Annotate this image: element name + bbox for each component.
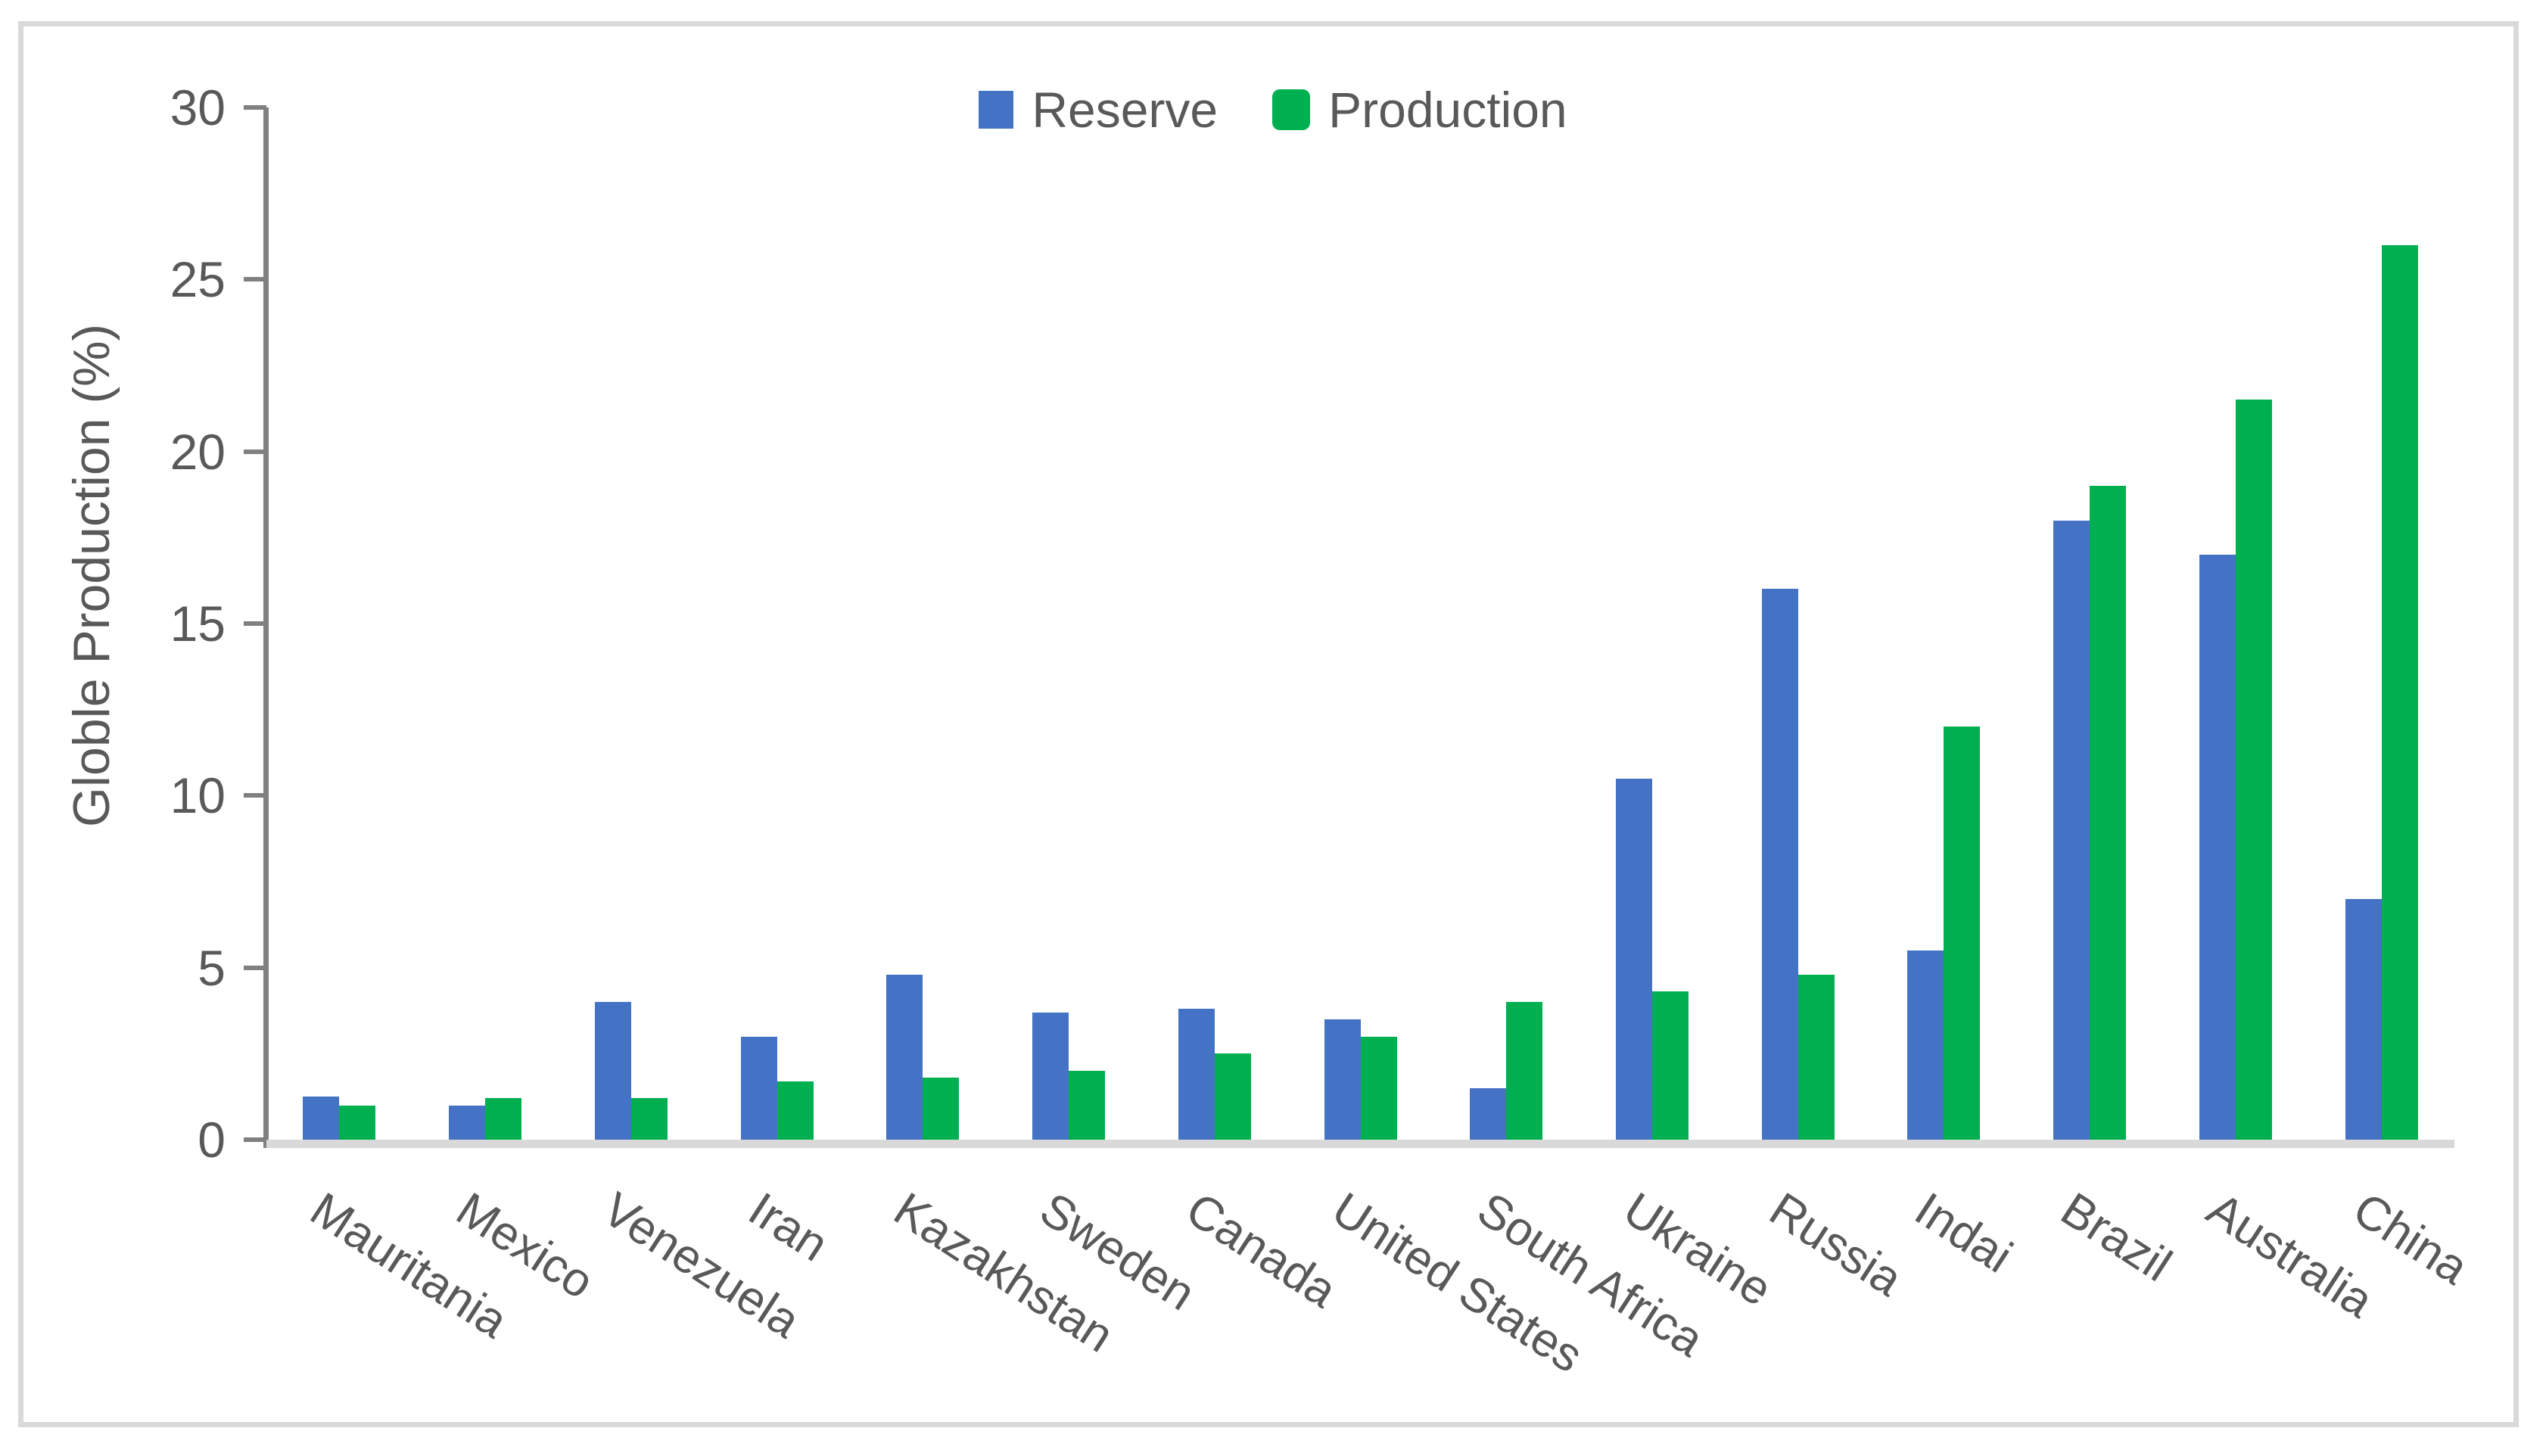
bar-production-south-africa (1506, 1002, 1543, 1140)
y-tick-label: 20 (170, 423, 226, 480)
bar-reserve-iran (740, 1036, 777, 1140)
legend-item-production: Production (1272, 85, 1567, 135)
y-tick-label: 30 (170, 79, 226, 135)
y-tick-label: 15 (170, 595, 226, 652)
chart-frame (18, 21, 2519, 1427)
y-tick-label: 0 (198, 1112, 226, 1168)
bar-production-venezuela (630, 1098, 668, 1140)
bar-production-united-states (1360, 1036, 1397, 1140)
bar-reserve-south-africa (1470, 1087, 1507, 1140)
y-tick-mark (244, 277, 266, 282)
bar-production-mexico (485, 1098, 522, 1140)
production-swatch-icon (1272, 89, 1311, 130)
bar-reserve-mauritania (303, 1097, 340, 1140)
bar-production-indai (1944, 726, 1981, 1140)
bar-reserve-venezuela (594, 1002, 631, 1140)
y-axis-line (263, 107, 269, 1148)
bar-reserve-mexico (449, 1105, 486, 1140)
bar-production-sweden (1069, 1071, 1106, 1140)
bar-reserve-united-states (1324, 1019, 1361, 1140)
bar-production-iran (777, 1081, 814, 1140)
bar-production-ukraine (1651, 991, 1689, 1140)
bar-production-china (2381, 244, 2418, 1140)
legend-label-reserve: Reserve (1032, 82, 1219, 138)
bar-reserve-ukraine (1615, 778, 1652, 1140)
bar-reserve-canada (1178, 1009, 1215, 1140)
bar-reserve-brazil (2053, 520, 2090, 1140)
bar-reserve-sweden (1032, 1012, 1069, 1140)
bar-production-kazakhstan (923, 1078, 960, 1140)
y-tick-mark (244, 104, 266, 110)
x-axis-baseline (266, 1140, 2454, 1148)
bar-production-brazil (2090, 486, 2127, 1140)
bar-production-russia (1797, 974, 1835, 1140)
bar-production-canada (1214, 1053, 1251, 1140)
y-tick-mark (244, 793, 266, 798)
bar-production-mauritania (339, 1105, 376, 1140)
bar-reserve-australia (2199, 555, 2236, 1140)
y-tick-label: 10 (170, 767, 226, 824)
y-tick-label: 5 (198, 939, 226, 996)
bar-reserve-kazakhstan (886, 974, 923, 1140)
y-tick-mark (244, 965, 266, 970)
bar-reserve-indai (1907, 950, 1944, 1140)
y-tick-mark (244, 621, 266, 626)
bar-reserve-russia (1761, 589, 1798, 1140)
y-tick-mark (244, 449, 266, 454)
bar-production-australia (2235, 400, 2272, 1140)
bar-reserve-china (2345, 898, 2382, 1140)
y-tick-mark (244, 1137, 266, 1142)
legend-item-reserve: Reserve (979, 85, 1218, 135)
reserve-swatch-icon (979, 91, 1014, 129)
legend-label-production: Production (1328, 82, 1567, 138)
y-tick-label: 25 (170, 251, 226, 308)
legend: Reserve Production (0, 85, 2546, 135)
